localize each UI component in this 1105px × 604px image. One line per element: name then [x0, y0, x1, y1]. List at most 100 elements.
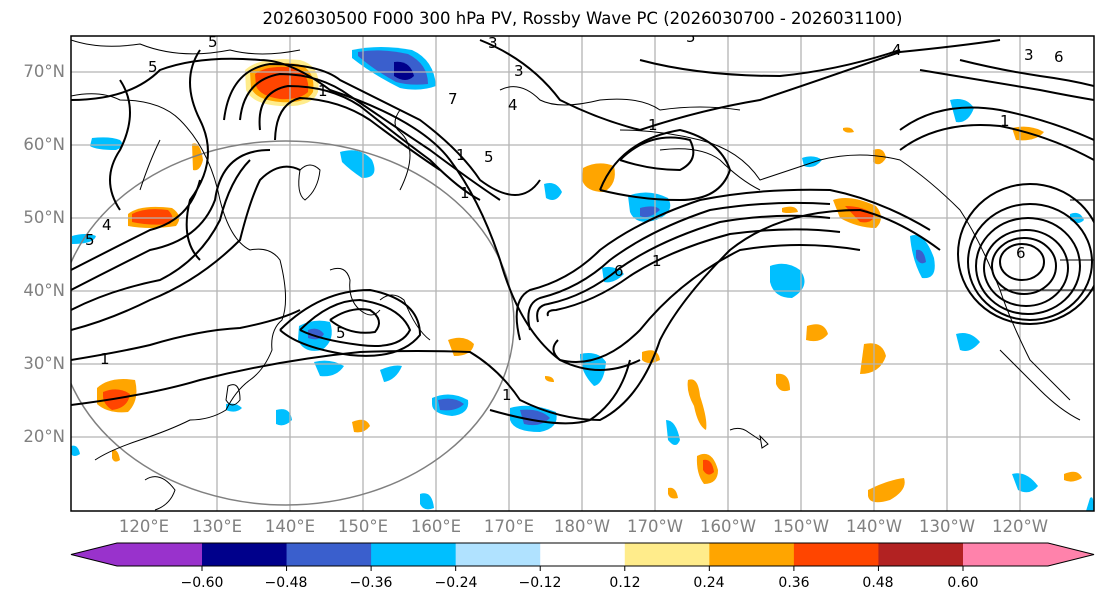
anomaly-negative [226, 403, 242, 412]
lat-label: 20°N [23, 427, 65, 446]
anomaly-negative [916, 249, 926, 264]
pv-contours [71, 39, 1094, 425]
pv-contour [619, 136, 695, 172]
pv-contour [299, 298, 412, 347]
anomaly-negative [340, 150, 375, 178]
colorbar-segment [624, 543, 710, 566]
anomaly-negative [666, 420, 680, 445]
colorbar-tick-label: 0.24 [693, 575, 725, 591]
contour-label: 1 [460, 184, 470, 202]
colorbar-segment [540, 543, 626, 566]
colorbar-tick-label: −0.36 [349, 575, 393, 591]
anomaly-negative [802, 156, 822, 168]
contour-labels: 5 5 3 5 4 1 7 4 3 1 1 5 1 1 1 4 5 6 1 3 … [85, 28, 1064, 404]
colorbar-tick-label: −0.48 [264, 575, 308, 591]
colorbar-outline [70, 542, 1095, 567]
anomaly-negative [71, 445, 80, 456]
pv-contour [999, 243, 1045, 281]
pv-contour [975, 217, 1081, 315]
map-frame [70, 35, 1095, 512]
colorbar-segment [878, 543, 964, 566]
pv-contour [957, 183, 1094, 325]
colorbar-segment [202, 543, 288, 566]
pv-contour [515, 188, 931, 341]
graticule [71, 36, 1094, 511]
anomaly-positive [582, 163, 615, 192]
lon-label: 150°E [337, 517, 389, 536]
contour-label: 6 [1054, 48, 1064, 66]
colorbar-tick-label: 0.12 [609, 575, 641, 591]
anomaly-negative [1086, 497, 1094, 511]
anomaly-negative [380, 365, 402, 382]
contour-label: 1 [1000, 112, 1010, 130]
colorbar [70, 542, 1095, 571]
pv-contour [71, 149, 271, 291]
contour-label: 3 [488, 34, 498, 52]
contour-label: 7 [448, 90, 458, 108]
pv-contour [279, 288, 422, 357]
pv-contour [899, 124, 1094, 161]
pv-contour [552, 244, 861, 363]
anomaly-positive [843, 127, 854, 133]
contour-label: 1 [502, 386, 512, 404]
pv-contour [527, 201, 831, 331]
lon-label: 140°E [264, 517, 316, 536]
anomaly-positive [860, 343, 886, 374]
anomaly-positive [782, 206, 798, 213]
contour-label: 5 [336, 324, 346, 342]
lon-label: 140°W [845, 517, 903, 536]
pv-contour [983, 229, 1069, 307]
map-title: 2026030500 F000 300 hPa PV, Rossby Wave … [262, 9, 903, 28]
shaded-anomalies [71, 47, 1094, 511]
lon-label: 130°E [191, 517, 243, 536]
lon-label: 130°W [918, 517, 976, 536]
contour-label: 5 [686, 28, 696, 46]
pv-contour [489, 359, 631, 425]
contour-label: 4 [102, 216, 112, 234]
anomaly-negative [438, 398, 464, 411]
anomaly-positive [868, 478, 905, 503]
pv-contour [899, 106, 1094, 141]
anomaly-negative [950, 99, 974, 123]
pv-contour [479, 39, 1001, 132]
anomaly-positive [352, 419, 370, 433]
colorbar-segment [455, 543, 541, 566]
colorbar-tick-label: 0.60 [947, 575, 979, 591]
anomaly-positive [132, 209, 173, 225]
anomaly-negative [90, 137, 123, 150]
colorbar-segment [709, 543, 795, 566]
colorbar-segment [963, 543, 1094, 566]
contour-label: 1 [652, 252, 662, 270]
pv-contour [959, 59, 1094, 87]
pv-contour [109, 79, 131, 211]
pv-contour [223, 62, 541, 196]
anomaly-positive [103, 389, 130, 410]
pv-contour [71, 165, 301, 331]
lon-label: 170°W [626, 517, 684, 536]
pv-contour [274, 96, 441, 171]
lon-label: 150°W [772, 517, 830, 536]
colorbar-tick-label: 0.48 [862, 575, 894, 591]
contour-label: 1 [318, 82, 328, 100]
contour-label: 5 [85, 231, 95, 249]
lon-label: 170°E [483, 517, 535, 536]
colorbar-segment [793, 543, 879, 566]
range-circle [71, 140, 515, 506]
anomaly-positive [806, 324, 828, 342]
colorbar-tick-label: 0.36 [778, 575, 810, 591]
anomaly-positive [192, 143, 203, 171]
anomaly-negative [544, 183, 562, 200]
pv-contour [536, 214, 831, 323]
pv-contour [329, 308, 380, 334]
lon-label: 160°W [699, 517, 757, 536]
lon-label: 120°E [118, 517, 170, 536]
pv-contour [639, 49, 901, 78]
contour-label: 4 [508, 96, 518, 114]
contour-label: 1 [648, 116, 658, 134]
anomaly-positive [1064, 471, 1082, 482]
anomaly-positive [776, 373, 790, 392]
anomaly-positive [703, 459, 714, 475]
contour-label: 4 [892, 41, 902, 59]
pv-contour [71, 159, 251, 311]
